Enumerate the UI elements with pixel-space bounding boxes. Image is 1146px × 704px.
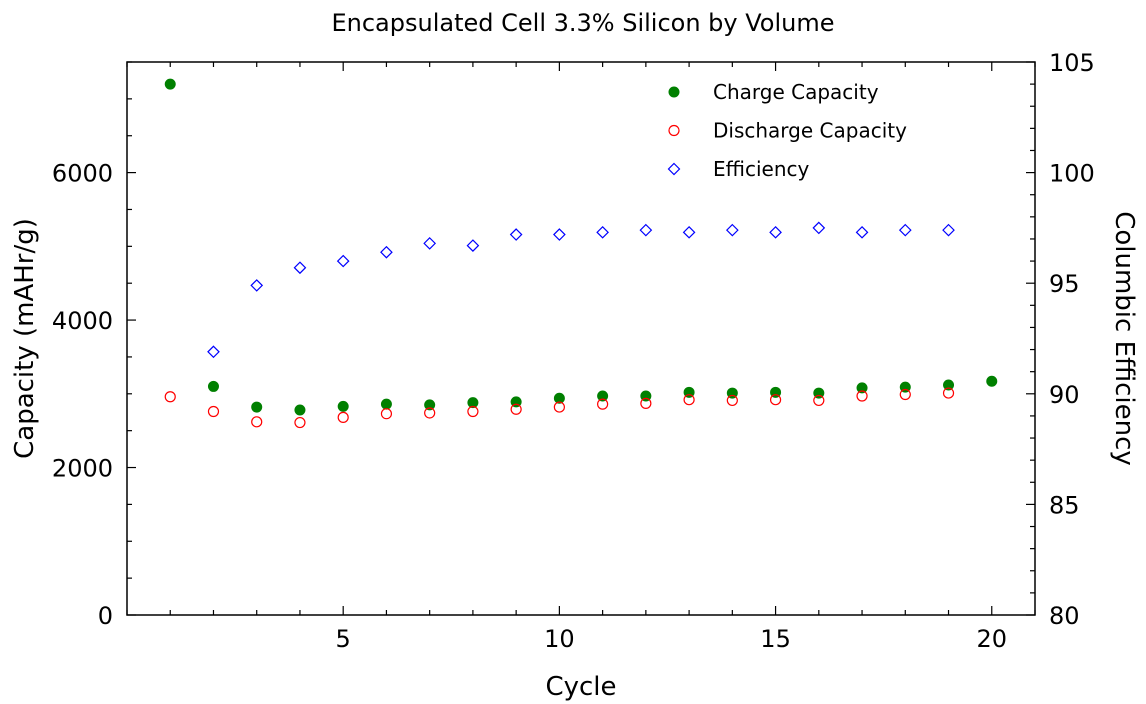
legend-marker — [668, 124, 680, 137]
legend-marker — [668, 86, 680, 98]
y-right-tick-label: 85 — [1049, 491, 1080, 519]
y-right-tick-label: 90 — [1049, 381, 1080, 409]
data-point — [813, 394, 825, 407]
series-discharge-capacity — [164, 387, 955, 429]
y-left-tick-label: 0 — [98, 602, 113, 630]
legend-label: Efficiency — [713, 157, 810, 181]
data-point — [293, 261, 307, 275]
data-point — [553, 228, 566, 241]
data-point — [510, 403, 522, 415]
data-point — [596, 225, 609, 239]
data-point — [251, 416, 263, 428]
data-point — [898, 223, 912, 237]
x-tick-label: 10 — [544, 625, 575, 653]
data-points — [164, 78, 998, 429]
data-point — [207, 345, 220, 359]
x-axis: 5 10 15 20 — [126, 62, 1036, 653]
data-point — [380, 245, 393, 259]
data-point — [856, 382, 868, 394]
data-point — [553, 392, 565, 404]
data-point — [597, 398, 609, 410]
data-point — [597, 390, 609, 402]
data-point — [683, 394, 695, 406]
y-right-tick-label: 80 — [1049, 602, 1080, 630]
y-right-tick-label: 95 — [1049, 270, 1080, 298]
legend-label: Charge Capacity — [713, 80, 879, 104]
data-point — [640, 397, 652, 409]
data-point — [726, 394, 738, 407]
plot-frame — [126, 61, 1036, 616]
y-right-tick-label: 105 — [1049, 49, 1095, 77]
data-point — [207, 405, 220, 418]
data-point — [942, 387, 955, 399]
right-y-axis-label: Columbic Efficiency — [1109, 211, 1139, 466]
chart-title: Encapsulated Cell 3.3% Silicon by Volume — [331, 9, 834, 37]
data-point — [467, 405, 479, 418]
data-point — [467, 397, 479, 409]
y-right-tick-label: 100 — [1049, 160, 1095, 188]
data-point — [986, 375, 998, 387]
data-point — [294, 416, 306, 429]
legend-marker — [667, 162, 681, 176]
left-y-axis-label: Capacity (mAHr/g) — [10, 218, 40, 459]
data-point — [424, 407, 436, 419]
data-point — [725, 223, 739, 237]
data-point — [380, 408, 393, 420]
y-left-tick-label: 6000 — [52, 160, 113, 188]
data-point — [207, 380, 219, 392]
data-point — [942, 223, 955, 237]
data-point — [943, 379, 955, 391]
data-point — [769, 225, 782, 239]
data-point — [639, 223, 653, 237]
x-tick-label: 5 — [336, 625, 351, 653]
data-point — [294, 404, 306, 416]
data-point — [424, 399, 436, 411]
data-point — [251, 401, 263, 413]
data-point — [855, 225, 869, 239]
data-point — [466, 239, 480, 252]
x-axis-label: Cycle — [545, 672, 616, 702]
data-point — [164, 391, 176, 403]
data-point — [337, 411, 349, 423]
data-point — [682, 225, 696, 239]
y-left-tick-label: 4000 — [52, 307, 113, 335]
x-tick-label: 20 — [976, 625, 1007, 653]
data-point — [423, 237, 437, 250]
data-point — [856, 390, 868, 402]
legend-label: Discharge Capacity — [713, 119, 907, 143]
data-point — [812, 221, 826, 235]
data-point — [553, 401, 565, 413]
data-point — [164, 78, 176, 90]
data-point — [769, 394, 782, 406]
data-point — [336, 254, 350, 268]
y-left-tick-label: 2000 — [52, 455, 113, 483]
x-tick-label: 15 — [760, 625, 791, 653]
data-point — [509, 228, 523, 241]
data-point — [250, 279, 264, 292]
left-y-axis: 0 2000 4000 6000 — [52, 61, 136, 630]
data-point — [337, 400, 349, 412]
data-point — [899, 388, 911, 401]
legend: Charge Capacity Discharge Capacity Efficie… — [667, 80, 907, 181]
data-point — [380, 398, 392, 410]
right-y-axis: 80 85 90 95 100 105 — [1026, 49, 1095, 630]
series-efficiency — [207, 221, 955, 359]
